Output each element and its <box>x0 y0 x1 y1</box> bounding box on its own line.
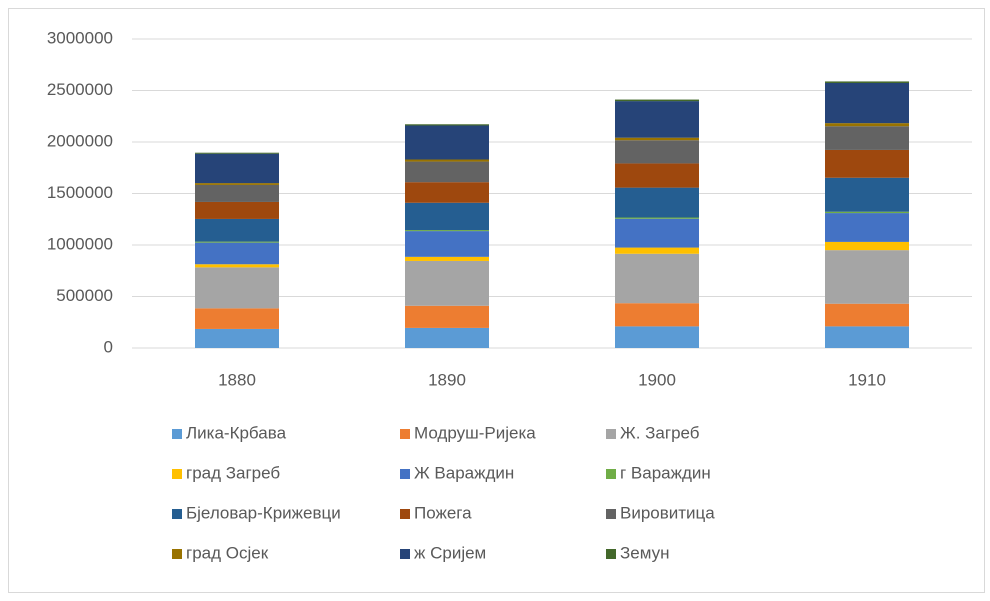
bar-segment <box>405 260 489 306</box>
legend-label: Вировитица <box>620 503 715 522</box>
bar-segment <box>825 149 909 178</box>
bar-segment <box>615 101 699 138</box>
bar-segment <box>195 153 279 184</box>
bar-segment <box>615 163 699 188</box>
bar-segment <box>615 218 699 248</box>
bar-segment <box>615 247 699 254</box>
bar-segment <box>825 211 909 214</box>
x-tick-label: 1910 <box>848 370 886 389</box>
bar-segment <box>195 183 279 185</box>
bar-segment <box>825 177 909 212</box>
legend-label: Лика-Крбава <box>186 423 287 442</box>
bar-segment <box>615 99 699 102</box>
bar-segment <box>405 327 489 348</box>
bar-segment <box>195 264 279 268</box>
legend-swatch <box>606 509 616 519</box>
bar-segment <box>195 328 279 348</box>
bar-segment <box>615 137 699 141</box>
bar-segment <box>825 82 909 124</box>
legend-label: Модруш-Ријека <box>414 423 536 442</box>
legend-swatch <box>172 469 182 479</box>
legend-label: град Осјек <box>186 543 269 562</box>
legend-label: ж Сријем <box>414 543 486 562</box>
bar-segment <box>615 217 699 219</box>
bar-segment <box>405 231 489 257</box>
legend-label: Ж. Загреб <box>620 423 700 442</box>
legend-swatch <box>400 509 410 519</box>
chart-border <box>8 8 985 593</box>
x-tick-label: 1880 <box>218 370 256 389</box>
bar-segment <box>825 241 909 251</box>
bar-segment <box>195 201 279 219</box>
legend-swatch <box>400 549 410 559</box>
y-tick-label: 2000000 <box>47 131 113 150</box>
y-tick-label: 0 <box>104 337 113 356</box>
x-tick-label: 1890 <box>428 370 466 389</box>
legend-label: Ж Вараждин <box>414 463 514 482</box>
bar-segment <box>195 242 279 265</box>
bar-segment <box>405 256 489 261</box>
x-tick-label: 1900 <box>638 370 676 389</box>
bar-segment <box>405 125 489 160</box>
legend-label: Бјеловар-Крижевци <box>186 503 341 522</box>
legend-swatch <box>400 429 410 439</box>
bar-segment <box>615 303 699 327</box>
bar-segment <box>195 241 279 243</box>
bar-segment <box>405 159 489 162</box>
bar-segment <box>825 126 909 150</box>
bar-segment <box>615 187 699 218</box>
bar-segment <box>825 213 909 242</box>
legend-swatch <box>172 549 182 559</box>
bar-segment <box>195 308 279 329</box>
y-tick-label: 2500000 <box>47 80 113 99</box>
bar-segment <box>405 230 489 232</box>
bar-segment <box>825 326 909 348</box>
legend-label: град Загреб <box>186 463 280 482</box>
bar-segment <box>195 152 279 154</box>
bar-segment <box>825 123 909 127</box>
bar-segment <box>615 140 699 164</box>
y-tick-label: 3000000 <box>47 28 113 47</box>
bar-segment <box>195 218 279 242</box>
legend-swatch <box>606 469 616 479</box>
bar-segment <box>615 253 699 304</box>
y-tick-label: 500000 <box>56 286 113 305</box>
legend-swatch <box>172 509 182 519</box>
bar-segment <box>825 303 909 327</box>
bar-segment <box>615 326 699 348</box>
bar-segment <box>405 161 489 183</box>
bar-segment <box>405 202 489 231</box>
bar-segment <box>825 250 909 304</box>
legend-label: Земун <box>620 543 670 562</box>
bar-segment <box>195 184 279 202</box>
bar-segment <box>405 182 489 203</box>
legend-label: г Вараждин <box>620 463 711 482</box>
bar-segment <box>405 305 489 328</box>
y-tick-label: 1000000 <box>47 234 113 253</box>
y-tick-label: 1500000 <box>47 183 113 202</box>
bar-segment <box>405 124 489 126</box>
legend-swatch <box>172 429 182 439</box>
legend-swatch <box>606 549 616 559</box>
legend-swatch <box>400 469 410 479</box>
bar-segment <box>195 267 279 309</box>
legend-swatch <box>606 429 616 439</box>
legend-label: Пожега <box>414 503 472 522</box>
bar-segment <box>825 81 909 83</box>
